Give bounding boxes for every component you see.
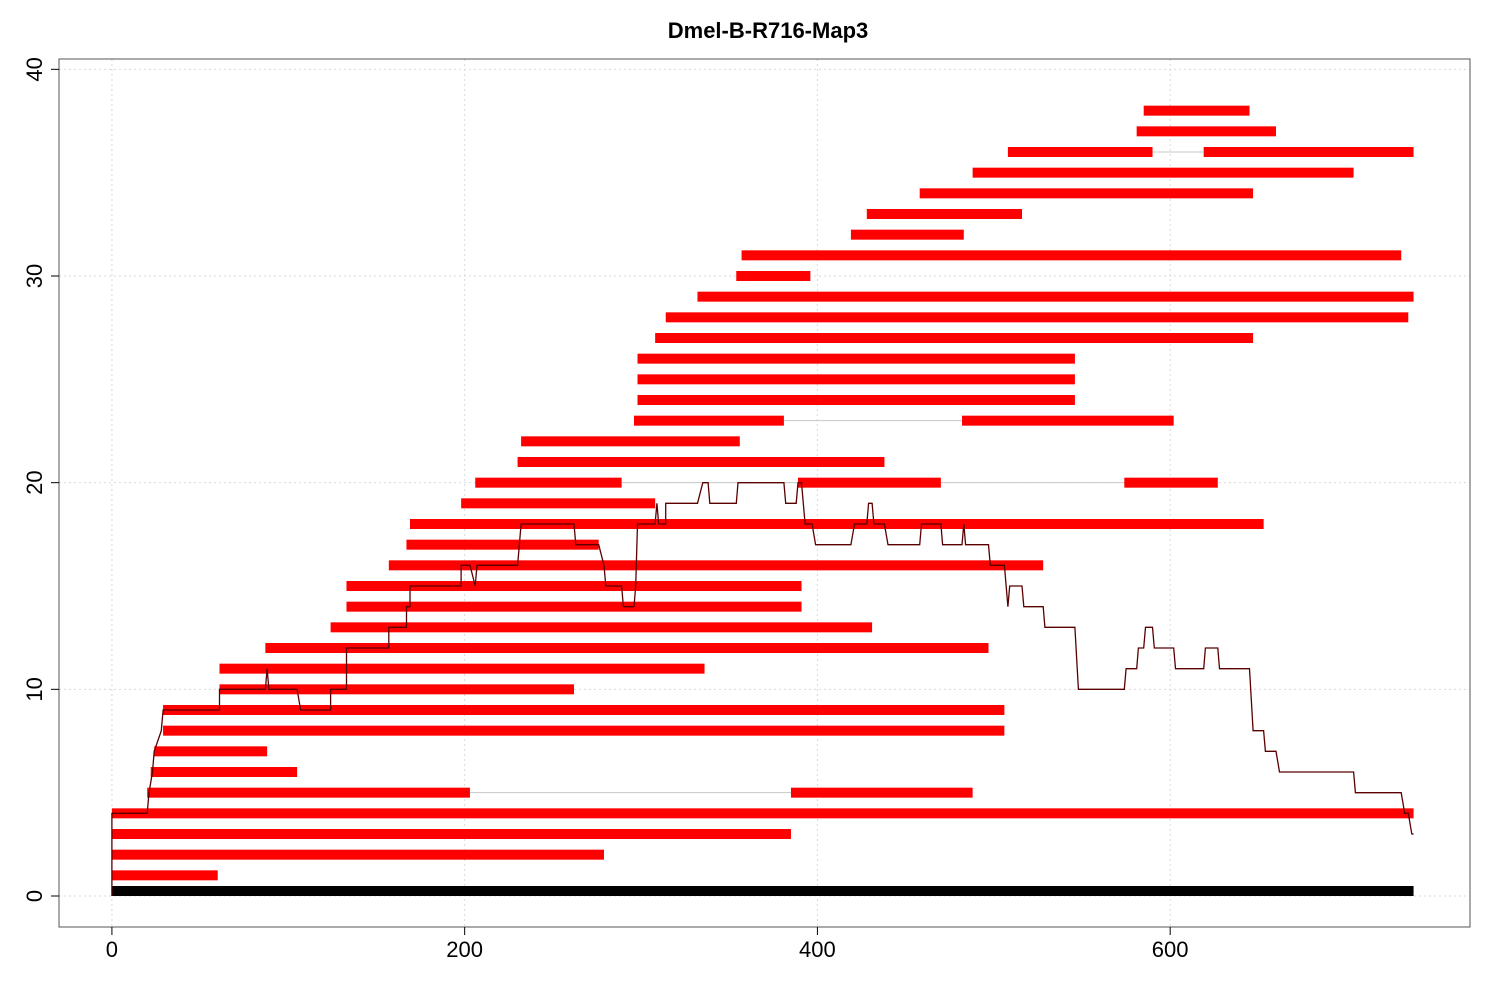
read-segment-y19-0 [461, 498, 656, 509]
read-segment-y33-0 [866, 209, 1023, 219]
read-segment-y22-0 [521, 436, 740, 447]
read-segment-y15-0 [346, 581, 802, 591]
read-segment-y18-0 [409, 519, 1264, 529]
read-segment-y1-0 [111, 870, 218, 881]
read-segment-y36-0 [1007, 147, 1153, 157]
read-segment-y7-0 [154, 746, 268, 757]
read-segment-y23-0 [633, 415, 784, 426]
coverage-line [111, 482, 1414, 896]
read-segment-y35-0 [972, 167, 1354, 178]
read-segment-y25-0 [637, 374, 1075, 385]
x-tick-label-200: 200 [446, 937, 483, 962]
read-segment-y37-0 [1136, 126, 1276, 137]
read-segment-y17-0 [406, 539, 599, 550]
y-tick-label-30: 30 [22, 264, 47, 288]
read-segment-y28-0 [665, 312, 1409, 323]
read-segment-y6-0 [150, 767, 298, 777]
y-tick-label-10: 10 [22, 677, 47, 701]
read-segment-y14-0 [346, 601, 802, 612]
read-segment-y34-0 [919, 188, 1254, 199]
read-segments [111, 105, 1414, 881]
read-segment-y12-0 [265, 643, 989, 653]
read-segment-y38-0 [1143, 105, 1250, 116]
read-segment-y23-1 [962, 415, 1174, 426]
read-segment-y11-0 [219, 663, 705, 674]
chart-title: Dmel-B-R716-Map3 [668, 18, 869, 43]
read-segment-y29-0 [697, 291, 1414, 302]
read-segment-y5-1 [790, 787, 973, 798]
segment-gap-lines [469, 151, 1204, 794]
read-segment-y13-0 [330, 622, 873, 633]
y-tick-label-20: 20 [22, 470, 47, 494]
read-segment-y31-0 [741, 250, 1402, 261]
y-tick-label-0: 0 [22, 890, 47, 902]
read-segment-y4-0 [111, 808, 1414, 819]
x-tick-label-400: 400 [799, 937, 836, 962]
read-segment-y36-1 [1203, 147, 1414, 157]
reference-segment [111, 886, 1414, 896]
x-tick-label-600: 600 [1152, 937, 1189, 962]
read-segment-y26-0 [637, 353, 1075, 364]
read-segment-y32-0 [850, 229, 964, 240]
read-segment-y21-0 [517, 457, 885, 467]
coverage-polyline [111, 482, 1414, 896]
read-segment-y27-0 [655, 333, 1254, 343]
read-segment-y20-1 [798, 477, 941, 488]
read-segment-y20-2 [1124, 477, 1218, 488]
read-segment-y2-0 [111, 849, 604, 860]
read-segment-y20-0 [475, 477, 622, 488]
read-segment-y30-0 [736, 271, 811, 281]
read-segment-y5-0 [147, 787, 470, 798]
read-segment-y10-0 [219, 684, 575, 695]
y-tick-label-40: 40 [22, 57, 47, 81]
read-segment-y8-0 [163, 725, 1005, 736]
read-segment-y16-0 [388, 560, 1044, 571]
plot-frame [58, 58, 1471, 928]
reference-bar [111, 886, 1414, 896]
x-tick-label-0: 0 [106, 937, 118, 962]
read-segment-y24-0 [637, 395, 1075, 405]
read-segment-y9-0 [163, 705, 1005, 715]
read-segment-y3-0 [111, 829, 791, 839]
axes: 0 200 400 600 0 10 20 30 40 [22, 57, 1189, 962]
